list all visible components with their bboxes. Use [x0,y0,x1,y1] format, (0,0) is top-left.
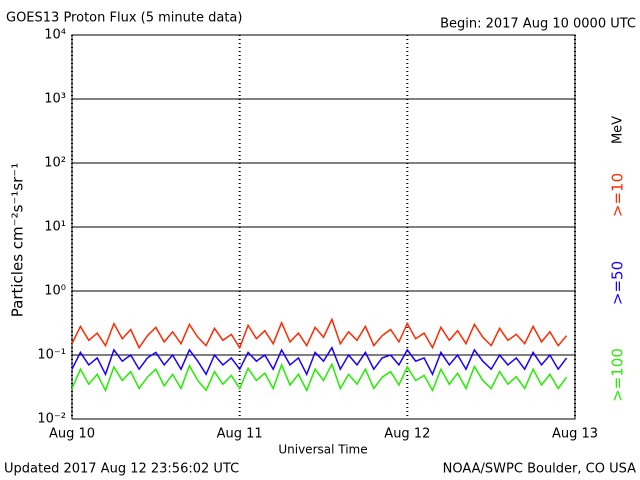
x-tick-label: Aug 12 [384,427,430,442]
chart-subtitle: Begin: 2017 Aug 10 0000 UTC [440,17,636,32]
y-tick-label: 10⁴ [44,28,66,43]
x-tick-label: Aug 13 [552,427,598,442]
y-tick-label: 10² [44,156,66,171]
y-axis-label: Particles cm⁻²s⁻¹sr⁻¹ [9,163,27,317]
series-line [71,346,568,377]
legend-label: >=10 [609,173,627,217]
plot-frame [71,34,576,420]
footer-left: Updated 2017 Aug 12 23:56:02 UTC [4,462,239,477]
series-line [71,317,568,350]
footer-right: NOAA/SWPC Boulder, CO USA [443,462,636,477]
y-tick-label: 10³ [44,92,66,107]
series-line [71,362,568,393]
y-tick-label: 10⁻¹ [37,348,66,363]
chart-title: GOES13 Proton Flux (5 minute data) [6,11,242,26]
y-tick-label: 10⁰ [44,284,66,299]
x-axis-label: Universal Time [278,443,367,457]
y-tick-label: 10⁻² [37,412,66,427]
units-label: MeV [611,116,626,144]
legend-label: >=50 [609,261,627,305]
x-tick-label: Aug 10 [49,427,95,442]
legend-label: >=100 [609,348,627,402]
x-tick-label: Aug 11 [217,427,263,442]
y-tick-label: 10¹ [44,220,66,235]
